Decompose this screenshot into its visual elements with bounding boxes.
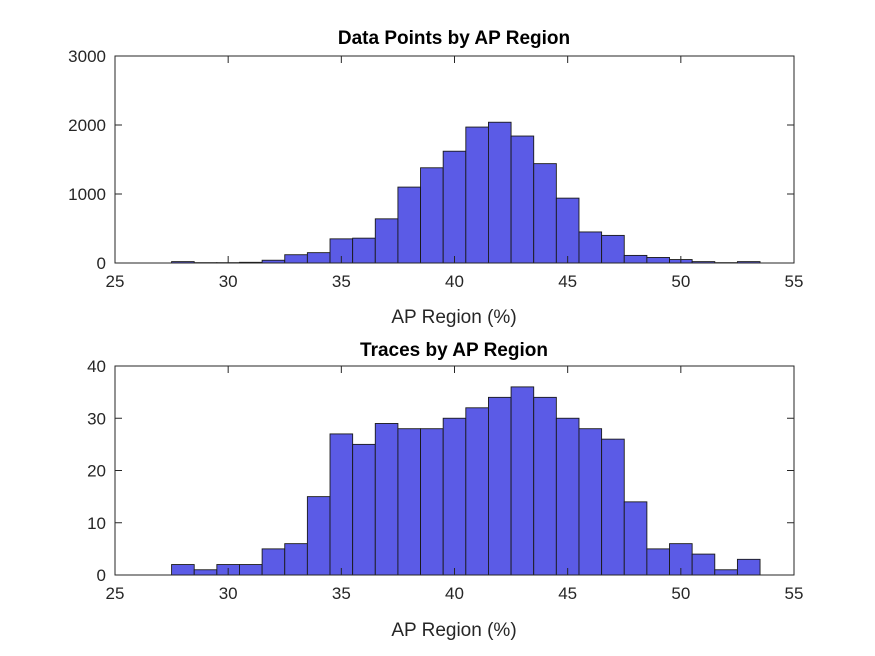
y-tick-label: 40 — [87, 357, 106, 376]
ticks-group-traces: 25 30 35 40 45 50 55 0 10 20 30 40 — [87, 357, 803, 603]
chart-title-traces: Traces by AP Region — [360, 340, 548, 361]
y-tick-label: 0 — [97, 566, 106, 585]
histogram-bar-traces — [623, 501, 648, 576]
histogram-bar-data-points — [646, 257, 670, 264]
histogram-bar-traces — [239, 564, 263, 576]
chart-data-points: Data Points by AP Region 25 30 35 40 45 50 55 0… — [68, 28, 803, 328]
bars-group-traces — [171, 386, 761, 576]
histogram-bar-traces — [646, 548, 670, 576]
histogram-bar-traces — [171, 564, 195, 576]
y-tick-label: 30 — [87, 409, 106, 428]
histogram-bar-traces — [465, 407, 489, 576]
histogram-bar-traces — [420, 428, 444, 576]
y-tick-label: 1000 — [68, 185, 106, 204]
histogram-bar-traces — [306, 496, 331, 576]
histogram-bar-traces — [193, 569, 218, 576]
y-tick-label: 3000 — [68, 47, 106, 66]
histogram-bar-traces — [533, 396, 557, 576]
histogram-bar-traces — [352, 443, 376, 576]
y-tick-label: 10 — [87, 514, 106, 533]
histogram-bar-data-points — [510, 135, 535, 264]
histogram-bar-data-points — [420, 167, 444, 264]
histogram-bar-data-points — [374, 218, 399, 264]
histogram-bar-traces — [329, 433, 354, 576]
histogram-bar-data-points — [465, 126, 489, 264]
chart-traces: Traces by AP Region 25 30 35 40 45 50 55 0 10 20 3… — [87, 340, 803, 641]
histogram-bar-traces — [691, 553, 716, 576]
ticks-group-data-points: 25 30 35 40 45 50 55 0 1000 2000 3000 — [68, 47, 803, 291]
histogram-bar-data-points — [306, 252, 331, 264]
histogram-bar-traces — [284, 543, 308, 576]
y-tick-label: 0 — [97, 254, 106, 273]
x-tick-label: 30 — [219, 584, 238, 603]
histogram-bar-data-points — [352, 237, 376, 264]
histogram-bar-data-points — [397, 186, 422, 264]
histogram-bar-traces — [488, 396, 512, 576]
x-tick-label: 35 — [332, 584, 351, 603]
x-tick-label: 25 — [106, 584, 125, 603]
histogram-bar-traces — [442, 417, 467, 576]
x-axis-label-traces: AP Region (%) — [391, 620, 516, 641]
histogram-bar-traces — [555, 417, 580, 576]
x-tick-label: 40 — [445, 584, 464, 603]
x-tick-label: 55 — [785, 272, 804, 291]
x-tick-label: 30 — [219, 272, 238, 291]
x-tick-label: 35 — [332, 272, 351, 291]
x-tick-label: 45 — [558, 272, 577, 291]
histogram-bar-data-points — [578, 231, 603, 264]
histogram-bar-traces — [601, 438, 625, 576]
x-tick-label: 50 — [671, 584, 690, 603]
x-tick-label: 45 — [558, 584, 577, 603]
x-tick-label: 50 — [671, 272, 690, 291]
histogram-bar-traces — [374, 423, 399, 576]
x-tick-label: 40 — [445, 272, 464, 291]
x-tick-label: 55 — [785, 584, 804, 603]
histogram-bar-data-points — [601, 234, 625, 264]
histogram-bar-data-points — [284, 254, 308, 264]
x-axis-label-data-points: AP Region (%) — [391, 307, 516, 328]
y-tick-label: 20 — [87, 462, 106, 481]
histogram-bar-traces — [736, 558, 761, 576]
histogram-bar-data-points — [488, 121, 512, 264]
x-tick-label: 25 — [106, 272, 125, 291]
histogram-bar-data-points — [442, 150, 467, 264]
bars-group-data-points — [171, 121, 761, 264]
histogram-bar-data-points — [623, 254, 648, 264]
histogram-bar-data-points — [555, 197, 580, 264]
histogram-bar-traces — [578, 428, 603, 576]
histogram-bar-traces — [261, 548, 286, 576]
histogram-bar-traces — [714, 569, 738, 576]
histogram-bar-traces — [397, 428, 422, 576]
chart-title-data-points: Data Points by AP Region — [338, 28, 570, 49]
histogram-bar-data-points — [533, 163, 557, 264]
histogram-bar-traces — [510, 386, 535, 576]
y-tick-label: 2000 — [68, 116, 106, 135]
